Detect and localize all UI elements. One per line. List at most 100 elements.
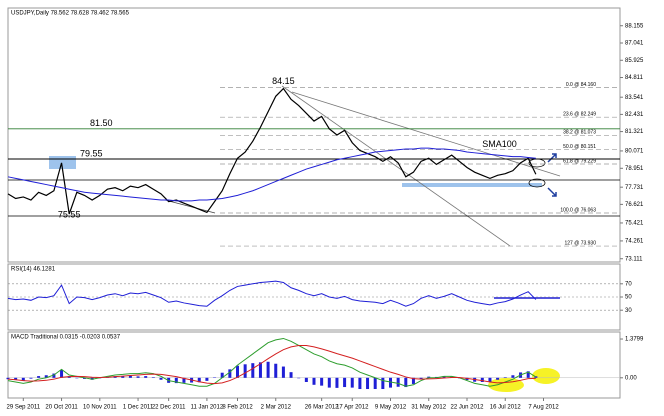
x-tick-label: 20 Oct 2011 <box>45 405 78 411</box>
series-line <box>7 87 537 215</box>
fib-label: 38.2 @ 81.073 <box>563 130 596 136</box>
channel-line <box>281 85 511 247</box>
histogram-bar <box>304 377 308 382</box>
histogram-bar <box>488 377 492 382</box>
histogram-bar <box>381 377 385 390</box>
level-label: 81.50 <box>90 118 113 128</box>
histogram-bar <box>213 377 217 378</box>
histogram-bar <box>411 377 415 384</box>
histogram-bar <box>52 373 56 378</box>
fib-label: 127 @ 73.930 <box>565 240 597 246</box>
x-tick-label: 31 May 2012 <box>411 405 446 411</box>
histogram-bar <box>358 377 362 390</box>
histogram-bar <box>327 377 331 388</box>
x-tick-label: 22 Dec 2011 <box>152 405 186 411</box>
y-tick-label: 82.431 <box>625 112 644 118</box>
histogram-bar <box>396 377 400 387</box>
histogram-bar <box>511 375 515 378</box>
x-tick-label: 8 Feb 2012 <box>222 405 253 411</box>
macd-panel <box>7 331 621 399</box>
y-tick-label: 80.071 <box>625 149 644 155</box>
y-tick-label: 83.541 <box>625 95 644 101</box>
histogram-bar <box>159 377 163 380</box>
y-tick-label: 87.041 <box>625 41 644 47</box>
panel-title: MACD Traditional 0.0315 -0.0203 0.0537 <box>11 335 121 341</box>
histogram-bar <box>21 377 25 381</box>
histogram-bar <box>320 377 324 386</box>
histogram-bar <box>75 377 79 379</box>
histogram-bar <box>404 377 408 388</box>
histogram-bar <box>266 361 270 378</box>
histogram-bar <box>427 376 431 378</box>
histogram-bar <box>243 364 247 378</box>
histogram-bar <box>220 372 224 378</box>
histogram-bar <box>281 366 285 378</box>
highlight-ellipse <box>532 368 560 384</box>
y-tick-label: 30 <box>625 308 632 314</box>
x-tick-label: 16 Jul 2012 <box>490 405 522 411</box>
y-tick-label: 81.321 <box>625 129 644 135</box>
histogram-bar <box>251 363 255 378</box>
y-tick-label: 70 <box>625 281 632 287</box>
channel-line <box>291 91 561 177</box>
histogram-bar <box>228 369 232 378</box>
y-tick-label: 78.951 <box>625 166 644 172</box>
histogram-bar <box>526 371 530 378</box>
histogram-bar <box>373 377 377 390</box>
histogram-bar <box>496 377 500 380</box>
histogram-bar <box>83 377 86 379</box>
arrow-up <box>547 153 557 163</box>
y-tick-label: 84.811 <box>625 75 644 81</box>
trend-line <box>164 199 216 214</box>
histogram-bar <box>205 377 209 381</box>
annotation: 84.15 <box>272 76 295 86</box>
x-tick-label: 17 Apr 2012 <box>336 405 369 411</box>
histogram-bar <box>29 377 33 379</box>
x-tick-label: 1 Dec 2011 <box>123 405 154 411</box>
y-tick-label: 50 <box>625 295 632 301</box>
y-tick-label: 1.3799 <box>625 337 644 343</box>
series-label: SMA100 <box>482 139 517 149</box>
histogram-bar <box>350 377 354 388</box>
histogram-bar <box>312 377 316 385</box>
x-tick-label: 29 Sep 2011 <box>7 405 41 411</box>
y-tick-label: 0.00 <box>625 375 637 381</box>
histogram-bar <box>389 377 392 388</box>
y-tick-label: 85.925 <box>625 58 644 64</box>
x-tick-label: 11 Jan 2012 <box>191 405 224 411</box>
fib-label: 100.0 @ 76.063 <box>560 207 596 213</box>
support-band <box>402 183 542 187</box>
histogram-bar <box>419 377 423 380</box>
fib-label: 23.6 @ 82.249 <box>563 112 596 118</box>
histogram-bar <box>534 376 538 378</box>
histogram-bar <box>480 377 484 382</box>
histogram-bar <box>335 377 339 388</box>
histogram-bar <box>121 376 125 378</box>
y-tick-label: 88.155 <box>625 23 644 29</box>
histogram-bar <box>144 376 148 378</box>
histogram-bar <box>14 377 18 381</box>
histogram-bar <box>6 377 10 380</box>
y-tick-label: 75.421 <box>625 221 644 227</box>
drawings <box>8 85 620 392</box>
level-label: 79.55 <box>80 148 103 158</box>
y-tick-label: 76.621 <box>625 202 644 208</box>
x-tick-label: 26 Mar 2012 <box>305 405 339 411</box>
histogram-bar <box>136 376 140 378</box>
fib-label: 61.8 @ 79.229 <box>563 158 596 164</box>
circle-mark <box>528 178 546 188</box>
histogram-bar <box>236 365 239 378</box>
fib-label: 0.0 @ 84.160 <box>566 82 596 88</box>
x-tick-label: 22 Jun 2012 <box>450 405 484 411</box>
series-line <box>7 344 536 385</box>
histogram-bar <box>37 376 41 378</box>
histogram-bar <box>366 377 370 390</box>
histogram-bar <box>60 369 64 378</box>
histogram-bar <box>44 375 48 378</box>
histogram-bar <box>197 377 201 383</box>
histogram-bar <box>442 376 446 378</box>
histogram-bar <box>128 375 132 378</box>
